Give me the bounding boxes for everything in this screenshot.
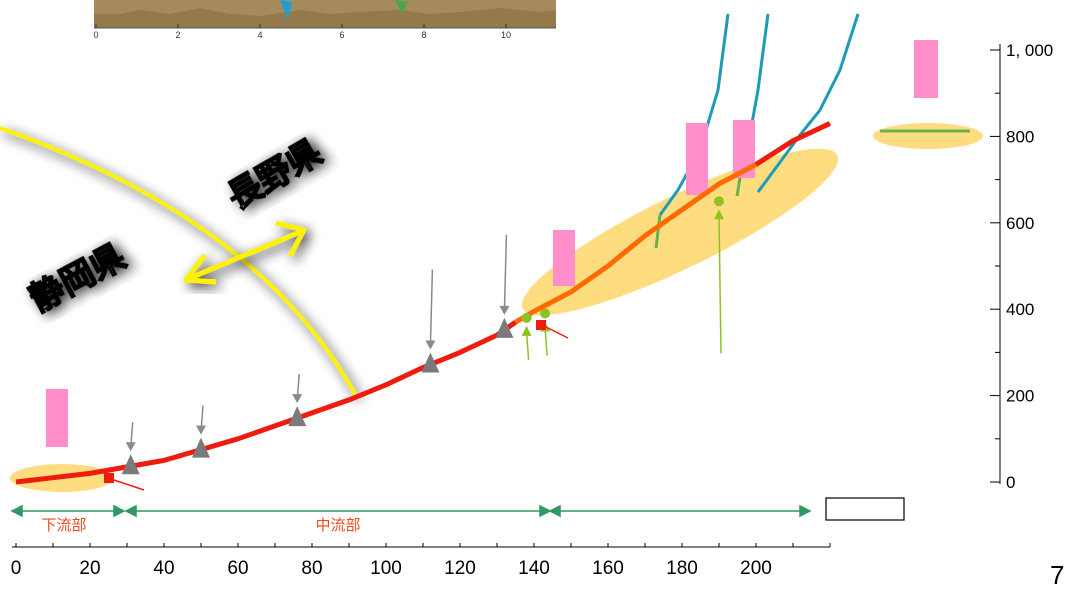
y-tick-label: 800 <box>1006 127 1034 146</box>
dam-triangle <box>421 352 440 373</box>
river-profile-upper <box>514 162 758 325</box>
x-tick-label: 180 <box>666 558 698 579</box>
dam-triangle <box>495 317 514 338</box>
upper-section-arrow-right-head <box>799 504 812 518</box>
x-tick-label: 40 <box>153 558 174 579</box>
dam-pointer-head <box>425 340 436 350</box>
red-square-leader-1 <box>113 479 145 491</box>
lower-section-arrow-left-head <box>10 504 23 518</box>
x-tick-label: 20 <box>79 558 100 579</box>
green-marker <box>521 312 532 360</box>
green-dot <box>540 308 551 319</box>
dam-pointer-head <box>499 305 510 315</box>
pink-marker-2 <box>553 230 575 286</box>
prefecture-double-arrow <box>183 220 307 285</box>
inset-river-green <box>395 0 408 14</box>
dam-pointer-head <box>125 442 136 452</box>
page-number: 7 <box>1050 560 1064 584</box>
dam-pointer-head <box>196 425 206 435</box>
x-tick-label: 200 <box>740 558 772 579</box>
upper-section-arrow-left-head <box>548 504 561 518</box>
tributary-line-2-green <box>735 177 742 197</box>
middle-section-arrow-left-head <box>124 504 137 518</box>
green-dot <box>521 312 532 323</box>
green-marker <box>540 308 551 356</box>
pink-marker-5 <box>914 40 938 98</box>
inset-tick-label: 4 <box>257 30 262 40</box>
red-square-marker-1 <box>104 473 114 483</box>
dam-marker <box>495 234 514 338</box>
inset-tick-label: 6 <box>339 30 344 40</box>
x-tick-label: 80 <box>301 558 322 579</box>
inset-tick-label: 2 <box>175 30 180 40</box>
inset-elevation-strip: 0 2 4 6 8 10 <box>93 0 556 40</box>
section-arrows <box>10 504 812 518</box>
x-tick-label: 0 <box>11 558 22 579</box>
dam-marker <box>421 269 440 373</box>
dam-triangle <box>121 454 140 475</box>
dam-marker <box>121 422 140 475</box>
dam-marker <box>288 374 307 427</box>
empty-label-box <box>825 497 905 521</box>
prefecture-border-line <box>0 126 358 397</box>
inset-tick-label: 0 <box>93 30 98 40</box>
x-tick-label: 100 <box>370 558 402 579</box>
inset-strip-relief <box>94 8 556 28</box>
prefecture-label-nagano: 長野県 <box>221 133 328 217</box>
dam-pointer-line <box>503 234 508 312</box>
x-axis: 0 20 40 60 80 100 120 140 160 180 200 <box>11 543 831 579</box>
y-tick-label: 400 <box>1006 300 1034 319</box>
y-tick-label: 200 <box>1006 387 1034 406</box>
lower-section-arrow-right-head <box>113 504 126 518</box>
tributary-line-3 <box>756 13 860 193</box>
green-dot <box>714 196 724 207</box>
x-tick-label: 160 <box>592 558 624 579</box>
green-pointer-line <box>718 215 722 354</box>
green-marker-layer <box>521 196 724 360</box>
pink-marker-1 <box>46 389 68 447</box>
dam-marker <box>192 405 210 458</box>
river-profile-lower-middle <box>15 320 517 485</box>
highlight-ellipse-upper <box>873 123 983 149</box>
inset-tick-label: 8 <box>421 30 426 40</box>
middle-section-arrow-right-head <box>539 504 552 518</box>
river-profile-top <box>754 121 832 167</box>
green-pointer-line <box>544 327 548 356</box>
prefecture-label-shizuoka: 静岡県 <box>24 238 132 319</box>
dam-triangle <box>192 437 210 458</box>
pink-marker-3 <box>686 123 708 195</box>
inset-tick-label: 10 <box>501 30 511 40</box>
dam-triangle <box>288 406 307 427</box>
section-label-lower: 下流部 <box>41 517 86 534</box>
pink-marker-4 <box>733 120 755 178</box>
red-square-leader-2 <box>545 326 569 339</box>
red-square-markers <box>104 320 569 491</box>
y-tick-label: 600 <box>1006 214 1034 233</box>
green-pointer-head <box>714 209 724 220</box>
green-pointer-line <box>525 331 530 360</box>
x-tick-label: 60 <box>227 558 248 579</box>
green-pointer-head <box>521 325 532 336</box>
profile-layer <box>15 121 832 485</box>
dam-pointer-line <box>429 269 434 347</box>
y-tick-label: 0 <box>1006 473 1015 492</box>
red-square-marker-2 <box>536 320 546 330</box>
dam-pointer-head <box>292 394 303 404</box>
pink-markers <box>46 40 938 447</box>
tributary-line-1-green <box>654 214 662 249</box>
dam-layer <box>121 234 514 475</box>
green-marker <box>714 196 724 354</box>
y-tick-label: 1, 000 <box>1006 41 1053 60</box>
x-tick-label: 120 <box>444 558 476 579</box>
section-label-middle: 中流部 <box>315 517 360 534</box>
y-axis: 0 200 400 600 800 1, 000 <box>990 41 1053 492</box>
inset-river-blue <box>280 0 292 20</box>
x-tick-label: 140 <box>518 558 550 579</box>
